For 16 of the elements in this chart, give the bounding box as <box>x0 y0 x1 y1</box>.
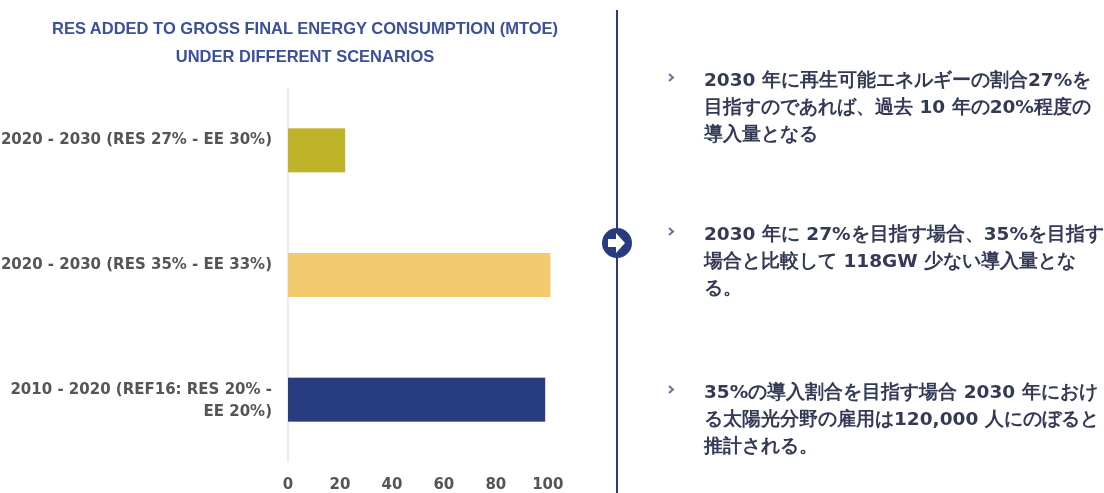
y-tick-label: 2010 - 2020 (REF16: RES 20% - EE 20%) <box>9 378 272 422</box>
x-tick-label: 0 <box>282 475 294 493</box>
x-tick-label: 20 <box>329 475 351 493</box>
y-tick-label: 2020 - 2030 (RES 27% - EE 30%) <box>0 129 272 151</box>
x-tick-label: 60 <box>433 475 455 493</box>
x-tick-label: 100 <box>532 475 564 493</box>
chart-title: RES ADDED TO GROSS FINAL ENERGY CONSUMPTION (MTOE) UNDER DIFFERENT SCENARIOS <box>50 18 559 67</box>
x-tick-label: 40 <box>381 475 403 493</box>
x-tick-label: 80 <box>485 475 507 493</box>
bar <box>288 377 546 422</box>
text: 2030 年に 27%を目指す場合、35%を目指す場合と比較して 118GW 少ない導入量となる。 <box>704 222 1104 300</box>
bar <box>288 128 346 173</box>
text: 35%の導入割合を目指す場合 2030 年における太陽光分野の雇用は120,000 人にのぼると推計される。 <box>704 380 1100 458</box>
bar <box>288 253 551 297</box>
y-tick-label: 2020 - 2030 (RES 35% - EE 33%) <box>0 254 272 275</box>
text: 2030 年に再生可能エネルギーの割合27%を目指すのであれば、過去 10 年の20%程度の導入量となる <box>704 68 1093 146</box>
